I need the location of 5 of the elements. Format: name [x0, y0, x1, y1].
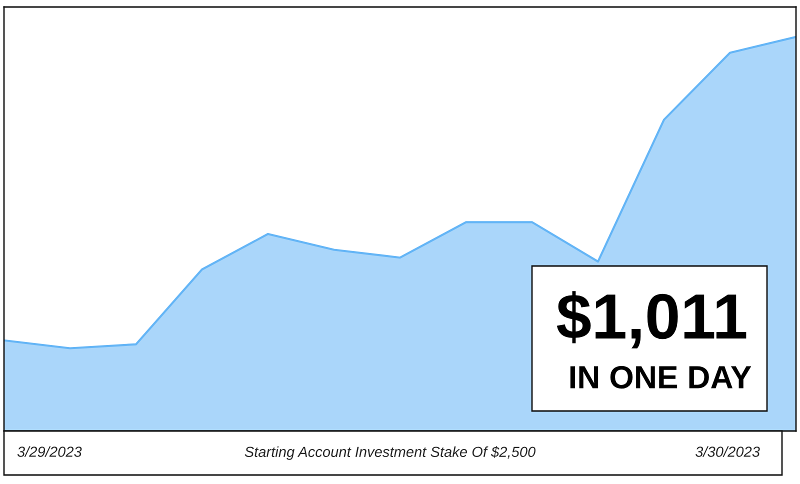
text: 3/30/2023 — [695, 446, 760, 457]
text: Starting Account Investment Stake Of $2,500 — [244, 446, 536, 460]
annotation: $1,011 — [556, 291, 746, 348]
annotation: IN ONE DAY — [570, 366, 752, 389]
text: 3/29/2023 — [17, 446, 82, 457]
